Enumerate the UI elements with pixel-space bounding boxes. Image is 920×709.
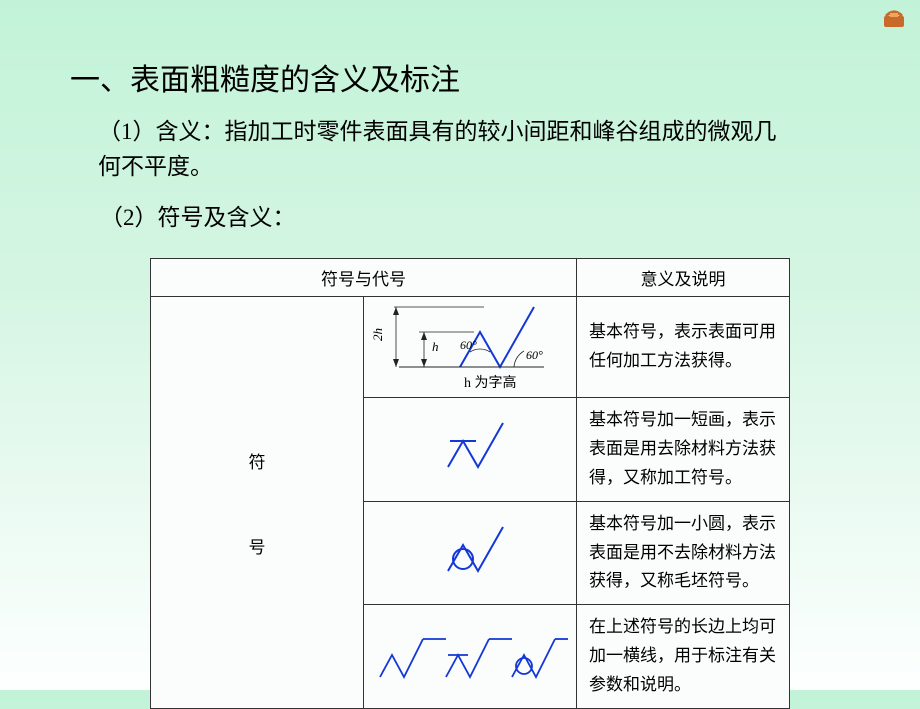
table-row: 符 号 [151, 297, 790, 398]
symbol-cell-machined [364, 398, 577, 502]
header-right: 意义及说明 [577, 259, 790, 297]
symbol-cell-basic: 2h h 60° 60° h 为字高 [364, 297, 577, 398]
annot-60a: 60° [460, 338, 477, 352]
definition-paragraph: （1）含义：指加工时零件表面具有的较小间距和峰谷组成的微观几何不平度。 [98, 115, 798, 184]
symbol-table: 符号与代号 意义及说明 符 号 [150, 258, 790, 709]
annot-bottom: h 为字高 [464, 374, 517, 391]
side-label-top: 符 [249, 448, 266, 473]
desc-cell: 在上述符号的长边上均可加一横线，用于标注有关参数和说明。 [577, 605, 790, 709]
logo-icon [880, 6, 908, 30]
side-label: 符 号 [151, 297, 364, 709]
annot-60b: 60° [526, 348, 543, 362]
annot-2h: 2h [370, 328, 385, 341]
annot-h: h [432, 339, 439, 354]
desc-cell: 基本符号，表示表面可用任何加工方法获得。 [577, 297, 790, 398]
desc-cell: 基本符号加一短画，表示表面是用去除材料方法获得，又称加工符号。 [577, 398, 790, 502]
desc-cell: 基本符号加一小圆，表示表面是用不去除材料方法获得，又称毛坯符号。 [577, 501, 790, 605]
section-heading: 一、表面粗糙度的含义及标注 [70, 55, 460, 99]
side-label-bottom: 号 [249, 533, 266, 558]
symbol-cell-nonmachined [364, 501, 577, 605]
symbol-cell-withline [364, 605, 577, 709]
table-header-row: 符号与代号 意义及说明 [151, 259, 790, 297]
subheading: （2）符号及含义： [100, 198, 296, 232]
header-left: 符号与代号 [151, 259, 577, 297]
